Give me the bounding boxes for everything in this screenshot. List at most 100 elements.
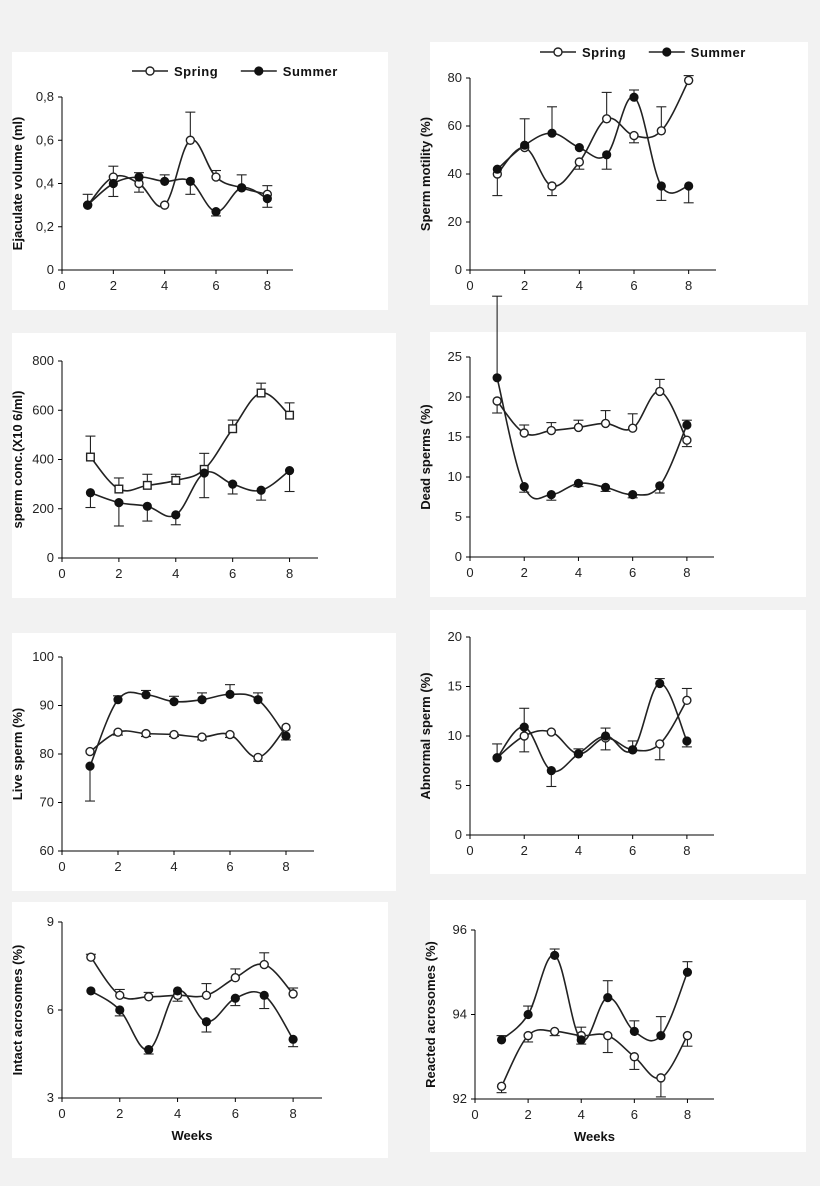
x-tick-label: 2 — [521, 565, 528, 580]
data-point — [113, 695, 123, 705]
chart-panel-intact-acrosomes: 3 6 9 0 2 4 6 8 Intact acrosomes (%) Weeks — [10, 902, 388, 1158]
y-tick-label: 200 — [32, 501, 54, 516]
x-tick-label: 4 — [578, 1107, 585, 1122]
data-point — [201, 1017, 212, 1027]
y-tick-label: 70 — [40, 795, 54, 810]
x-tick-label: 2 — [521, 278, 528, 293]
data-point — [201, 990, 212, 1001]
data-point — [86, 986, 96, 996]
data-point — [114, 484, 124, 494]
legend-marker-filled-circle — [662, 47, 672, 57]
series-spring — [82, 111, 273, 210]
data-point — [288, 1034, 298, 1044]
data-point — [492, 396, 502, 406]
x-tick-label: 4 — [576, 278, 583, 293]
data-point — [492, 164, 502, 174]
data-point — [628, 490, 638, 500]
legend-label: Spring — [174, 64, 218, 79]
x-tick-label: 6 — [630, 278, 637, 293]
x-tick-label: 6 — [629, 843, 636, 858]
legend-item-summer: Summer — [240, 64, 337, 79]
y-axis-title: Intact acrosomes (%) — [10, 945, 25, 1076]
chart-svg: 0 5 10 15 20 25 0 2 4 6 8 Dead sperms (%) — [418, 295, 714, 580]
legend-marker-open-circle — [145, 66, 155, 76]
data-point — [520, 140, 530, 150]
data-point — [211, 172, 221, 182]
data-point — [496, 1035, 507, 1045]
data-point — [211, 207, 221, 217]
y-tick-label: 0 — [455, 262, 462, 277]
x-tick-label: 0 — [466, 565, 473, 580]
legend-label: Summer — [691, 45, 746, 60]
x-tick-label: 6 — [629, 565, 636, 580]
data-point — [113, 727, 123, 737]
series-spring — [85, 952, 299, 1002]
data-point — [197, 732, 207, 742]
data-point — [629, 92, 639, 102]
y-tick-label: 600 — [32, 402, 54, 417]
data-point — [656, 1073, 666, 1083]
x-tick-label: 8 — [286, 566, 293, 581]
data-point — [259, 990, 269, 1000]
data-point — [256, 485, 266, 495]
data-point — [682, 967, 693, 977]
data-point — [143, 992, 154, 1002]
data-point — [141, 728, 151, 739]
data-point — [682, 736, 692, 746]
data-point — [228, 479, 238, 489]
data-point — [573, 749, 584, 759]
y-tick-label: 10 — [448, 469, 462, 484]
data-point — [228, 424, 238, 434]
legend-marker-filled-circle — [254, 66, 264, 76]
x-tick-label: 6 — [232, 1106, 239, 1121]
y-tick-label: 0,6 — [36, 132, 54, 147]
data-point — [86, 952, 96, 962]
x-tick-label: 4 — [575, 565, 582, 580]
data-point — [230, 993, 240, 1003]
data-point — [683, 75, 694, 86]
chart-svg: 3 6 9 0 2 4 6 8 Intact acrosomes (%) Weeks — [10, 914, 322, 1143]
legend-label: Spring — [582, 45, 626, 60]
x-tick-label: 2 — [115, 566, 122, 581]
legend-marker-open-circle — [553, 47, 563, 57]
series-spring — [85, 382, 295, 494]
data-point — [600, 418, 611, 429]
data-point — [284, 465, 295, 476]
data-point — [199, 468, 209, 478]
data-point — [134, 172, 144, 182]
chart-svg: 60 70 80 90 100 0 2 4 6 8 Live sperm (%) — [10, 649, 314, 874]
series-summer — [492, 89, 694, 204]
data-point — [546, 766, 556, 776]
chart-svg: 0 5 10 15 20 0 2 4 6 8 Abnormal sperm (%) — [418, 629, 714, 858]
data-point — [142, 480, 152, 490]
y-tick-label: 0 — [455, 827, 462, 842]
data-point — [573, 422, 584, 433]
x-tick-label: 8 — [282, 859, 289, 874]
y-tick-label: 400 — [32, 452, 54, 467]
x-tick-label: 6 — [212, 278, 219, 293]
data-point — [655, 739, 665, 749]
chart-panel-dead-sperms: 0 5 10 15 20 25 0 2 4 6 8 Dead sperms (%) — [418, 295, 806, 597]
x-tick-label: 4 — [172, 566, 179, 581]
chart-panel-live-sperm: 60 70 80 90 100 0 2 4 6 8 Live sperm (%) — [10, 633, 396, 891]
data-point — [115, 990, 125, 1001]
y-tick-label: 20 — [448, 214, 462, 229]
y-tick-label: 3 — [47, 1090, 54, 1105]
x-tick-label: 8 — [685, 278, 692, 293]
x-tick-label: 2 — [524, 1107, 531, 1122]
y-tick-label: 100 — [32, 649, 54, 664]
data-point — [603, 1030, 613, 1041]
chart-panel-reacted-acrosomes: 92 94 96 0 2 4 6 8 Reacted acrosomes (%) Weeks — [423, 900, 806, 1152]
data-point — [519, 722, 529, 732]
y-tick-label: 90 — [40, 698, 54, 713]
data-point — [547, 181, 557, 191]
x-tick-label: 0 — [471, 1107, 478, 1122]
chart-svg: 92 94 96 0 2 4 6 8 Reacted acrosomes (%) Weeks — [423, 922, 714, 1144]
data-point — [492, 373, 502, 383]
data-point — [85, 746, 95, 757]
data-point — [546, 425, 557, 436]
data-point — [281, 731, 291, 741]
data-point — [108, 178, 118, 189]
x-axis-title: Weeks — [172, 1128, 213, 1143]
data-point — [682, 695, 692, 706]
